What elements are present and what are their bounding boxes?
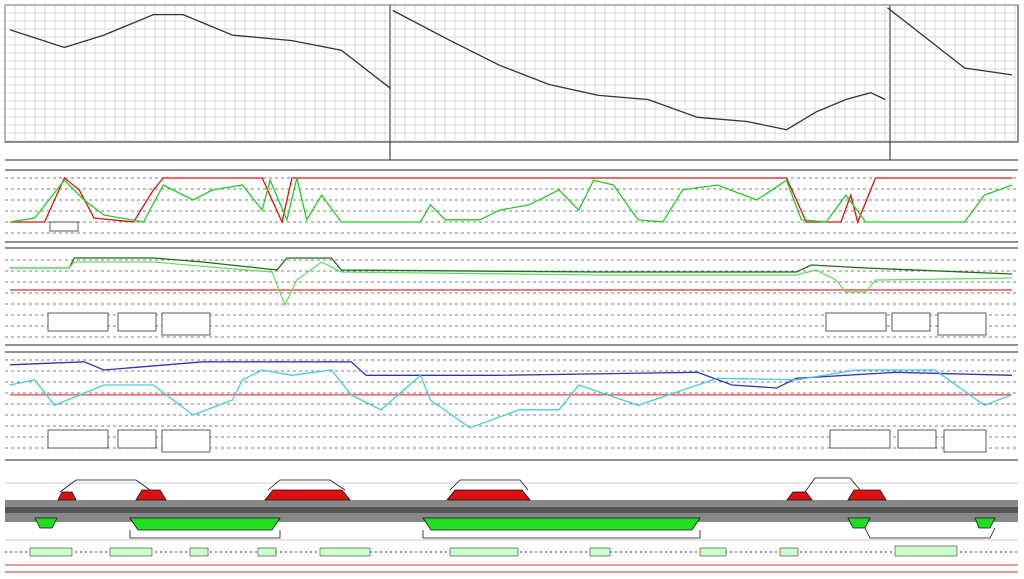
plots xyxy=(9,7,1013,429)
grids xyxy=(4,4,1018,449)
crossing-blocks xyxy=(34,477,996,539)
chainage-boxes xyxy=(29,545,958,557)
data-line xyxy=(9,261,1013,307)
data-line xyxy=(9,361,1013,389)
data-line xyxy=(9,176,1013,225)
data-line xyxy=(9,369,1013,429)
panel-frames xyxy=(4,4,1019,461)
data-line xyxy=(9,257,1013,275)
legend-boxes xyxy=(47,221,987,453)
data-line xyxy=(9,177,1013,223)
data-line xyxy=(9,7,1013,131)
